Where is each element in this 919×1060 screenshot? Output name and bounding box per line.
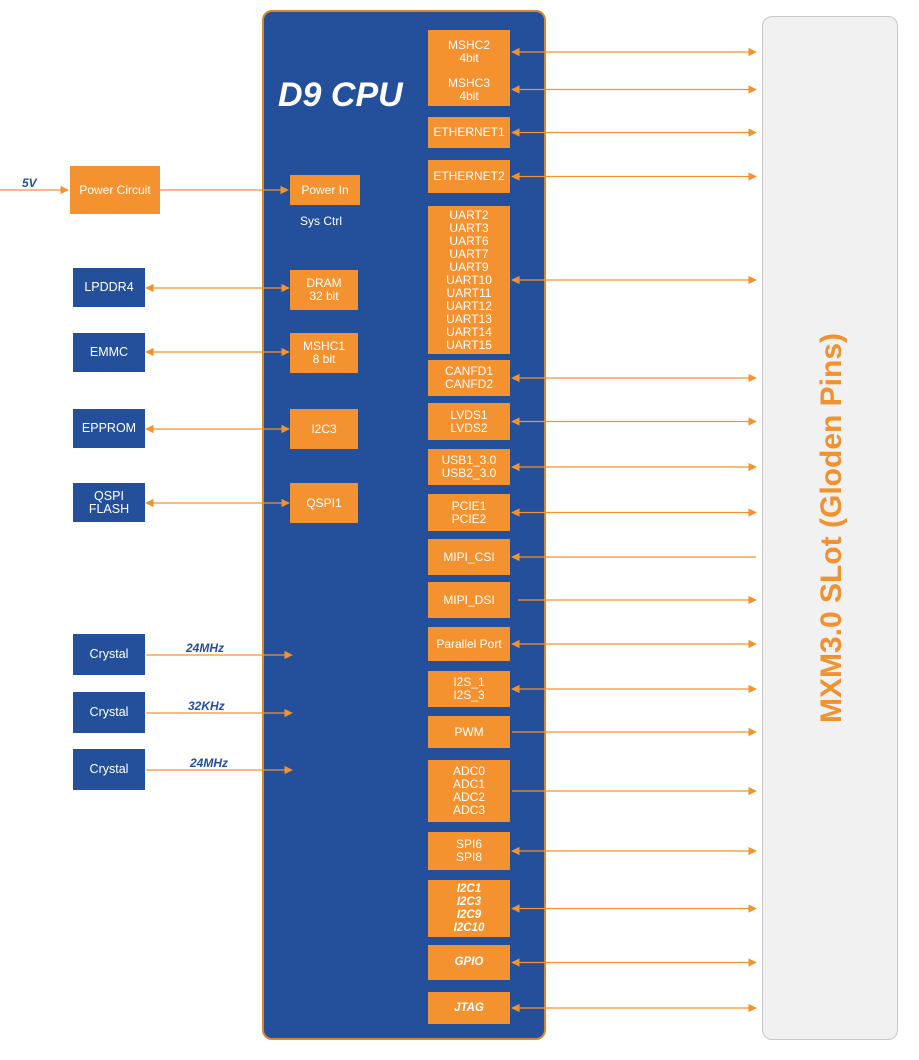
interface-box: PWM	[428, 716, 510, 748]
interface-box: ETHERNET1	[428, 117, 510, 148]
crystal-frequency-label: 24MHz	[190, 756, 229, 770]
interface-box: USB1_3.0 USB2_3.0	[428, 449, 510, 485]
cpu-title: D9 CPU	[278, 76, 403, 114]
interface-box: MSHC2 4bit	[428, 30, 510, 74]
mshc1-box: MSHC1 8 bit	[290, 333, 358, 373]
emmc-box: EMMC	[73, 333, 145, 372]
qspi-flash-box: QSPI FLASH	[73, 483, 145, 522]
crystal-box: Crystal	[73, 692, 145, 733]
interface-box: ETHERNET2	[428, 160, 510, 193]
crystal-frequency-label: 32KHz	[188, 699, 225, 713]
interface-box: GPIO	[428, 945, 510, 980]
crystal-box: Crystal	[73, 749, 145, 790]
power-circuit-box: Power Circuit	[70, 166, 160, 214]
voltage-label: 5V	[22, 176, 37, 190]
interface-box: I2C1 I2C3 I2C9 I2C10	[428, 880, 510, 937]
interface-box: PCIE1 PCIE2	[428, 494, 510, 531]
interface-box: UART2 UART3 UART6 UART7 UART9 UART10 UAR…	[428, 206, 510, 354]
interface-box: SPI6 SPI8	[428, 832, 510, 870]
lpddr4-box: LPDDR4	[73, 268, 145, 307]
qspi1-box: QSPI1	[290, 483, 358, 523]
dram-box: DRAM 32 bit	[290, 270, 358, 310]
interface-box: Parallel Port	[428, 627, 510, 661]
crystal-frequency-label: 24MHz	[186, 641, 225, 655]
interface-box: ADC0 ADC1 ADC2 ADC3	[428, 760, 510, 822]
i2c3-box: I2C3	[290, 409, 358, 449]
interface-box: MIPI_CSI	[428, 539, 510, 575]
sys-ctrl-label: Sys Ctrl	[300, 214, 342, 228]
crystal-box: Crystal	[73, 634, 145, 675]
interface-box: MSHC3 4bit	[428, 73, 510, 106]
mxm-slot	[762, 16, 898, 1040]
power-in-box: Power In	[290, 175, 360, 205]
epprom-box: EPPROM	[73, 409, 145, 448]
interface-box: JTAG	[428, 992, 510, 1024]
interface-box: MIPI_DSI	[428, 582, 510, 618]
interface-box: CANFD1 CANFD2	[428, 360, 510, 396]
interface-box: LVDS1 LVDS2	[428, 403, 510, 440]
interface-box: I2S_1 I2S_3	[428, 671, 510, 707]
